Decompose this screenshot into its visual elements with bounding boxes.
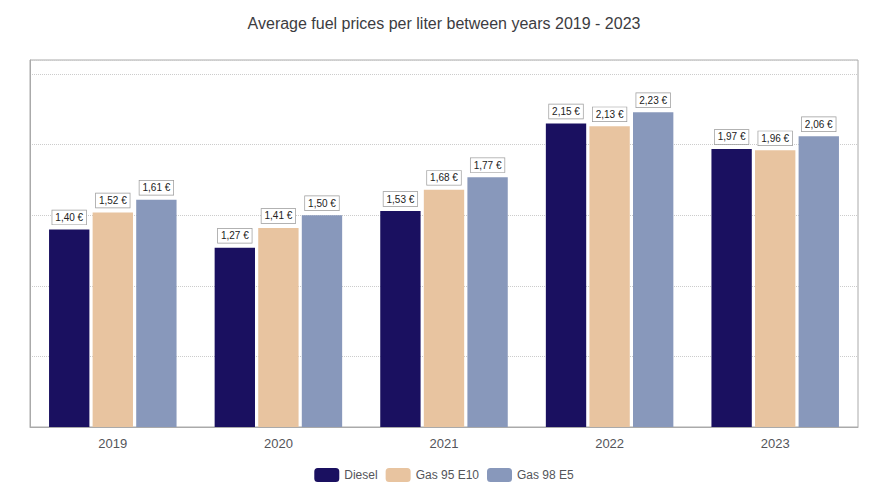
svg-text:Gas 98 E5: Gas 98 E5 [517,468,574,482]
svg-text:1,27 €: 1,27 € [221,230,249,241]
svg-text:2,15 €: 2,15 € [552,106,580,117]
svg-text:1,52 €: 1,52 € [99,195,127,206]
svg-text:2,13 €: 2,13 € [596,109,624,120]
svg-text:2020: 2020 [264,436,293,451]
svg-text:2022: 2022 [595,436,624,451]
svg-text:2021: 2021 [430,436,459,451]
svg-text:Diesel: Diesel [344,468,377,482]
svg-text:1,97 €: 1,97 € [718,131,746,142]
svg-text:1,40 €: 1,40 € [55,212,83,223]
svg-text:2019: 2019 [98,436,127,451]
svg-text:1,96 €: 1,96 € [761,133,789,144]
svg-text:1,68 €: 1,68 € [430,172,458,183]
svg-text:1,77 €: 1,77 € [474,160,502,171]
svg-text:Average fuel prices per liter: Average fuel prices per liter between ye… [248,15,641,32]
svg-text:Gas 95 E10: Gas 95 E10 [416,468,480,482]
svg-text:1,53 €: 1,53 € [387,194,415,205]
svg-text:1,41 €: 1,41 € [264,210,292,221]
svg-text:2023: 2023 [761,436,790,451]
svg-text:1,61 €: 1,61 € [142,182,170,193]
svg-text:2,23 €: 2,23 € [639,95,667,106]
svg-text:2,06 €: 2,06 € [805,119,833,130]
svg-text:1,50 €: 1,50 € [308,198,336,209]
